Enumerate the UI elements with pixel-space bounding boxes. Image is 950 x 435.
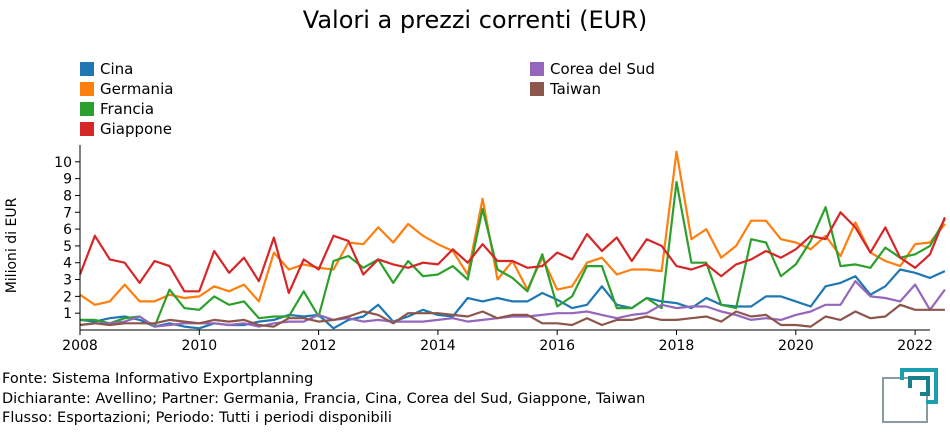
legend-swatch-cina xyxy=(80,62,94,76)
legend-item-cina[interactable]: Cina xyxy=(80,59,173,79)
x-tick-label: 2012 xyxy=(301,338,337,354)
x-tick-label: 2014 xyxy=(420,338,456,354)
legend-swatch-taiwan xyxy=(530,82,544,96)
x-tick-label: 2018 xyxy=(659,338,695,354)
x-tick-label: 2008 xyxy=(62,338,98,354)
y-axis-label: Milioni di EUR xyxy=(4,197,20,293)
y-tick-label: 4 xyxy=(63,256,72,272)
chart-title: Valori a prezzi correnti (EUR) xyxy=(302,6,648,34)
legend-swatch-francia xyxy=(80,102,94,116)
legend-label-taiwan: Taiwan xyxy=(550,80,602,98)
legend-label-corea-del-sud: Corea del Sud xyxy=(550,60,655,78)
legend-item-germania[interactable]: Germania xyxy=(80,79,173,99)
footer-source: Fonte: Sistema Informativo Exportplannin… xyxy=(2,371,314,387)
footer-flow: Flusso: Esportazioni; Periodo: Tutti i p… xyxy=(2,410,392,426)
legend-label-francia: Francia xyxy=(100,100,155,118)
chart-footer: Fonte: Sistema Informativo Exportplannin… xyxy=(2,370,645,429)
legend-right: Corea del Sud Taiwan xyxy=(530,59,655,99)
series-line-giappone xyxy=(78,211,946,295)
y-tick-label: 10 xyxy=(54,155,72,171)
legend-label-germania: Germania xyxy=(100,80,174,98)
legend-swatch-giappone xyxy=(80,122,94,136)
legend-swatch-corea-del-sud xyxy=(530,62,544,76)
legend-item-corea-del-sud[interactable]: Corea del Sud xyxy=(530,59,655,79)
y-tick-label: 2 xyxy=(63,289,72,305)
footer-declarant: Dichiarante: Avellino; Partner: Germania… xyxy=(2,390,646,407)
y-tick-label: 5 xyxy=(63,239,72,255)
x-tick-label: 2020 xyxy=(778,338,814,354)
y-tick-label: 7 xyxy=(63,205,72,221)
x-tick-label: 2010 xyxy=(181,338,217,354)
exportplanning-logo-icon xyxy=(882,368,938,423)
y-tick-label: 1 xyxy=(63,306,72,322)
legend-label-giappone: Giappone xyxy=(100,120,172,138)
y-tick-label: 9 xyxy=(63,172,72,188)
y-tick-label: 6 xyxy=(63,222,72,238)
legend-left: Cina Germania Francia Giappone xyxy=(80,59,173,139)
x-tick-label: 2016 xyxy=(539,338,575,354)
legend-item-taiwan[interactable]: Taiwan xyxy=(530,79,655,99)
legend-label-cina: Cina xyxy=(100,60,134,78)
y-tick-label: 8 xyxy=(63,188,72,204)
x-tick-label: 2022 xyxy=(897,338,933,354)
legend-swatch-germania xyxy=(80,82,94,96)
legend-item-francia[interactable]: Francia xyxy=(80,99,173,119)
y-tick-label: 3 xyxy=(63,273,72,289)
series-line-francia xyxy=(80,180,946,328)
legend-item-giappone[interactable]: Giappone xyxy=(80,119,173,139)
series-line-taiwan xyxy=(79,303,945,328)
series-line-corea-del-sud xyxy=(79,280,946,328)
